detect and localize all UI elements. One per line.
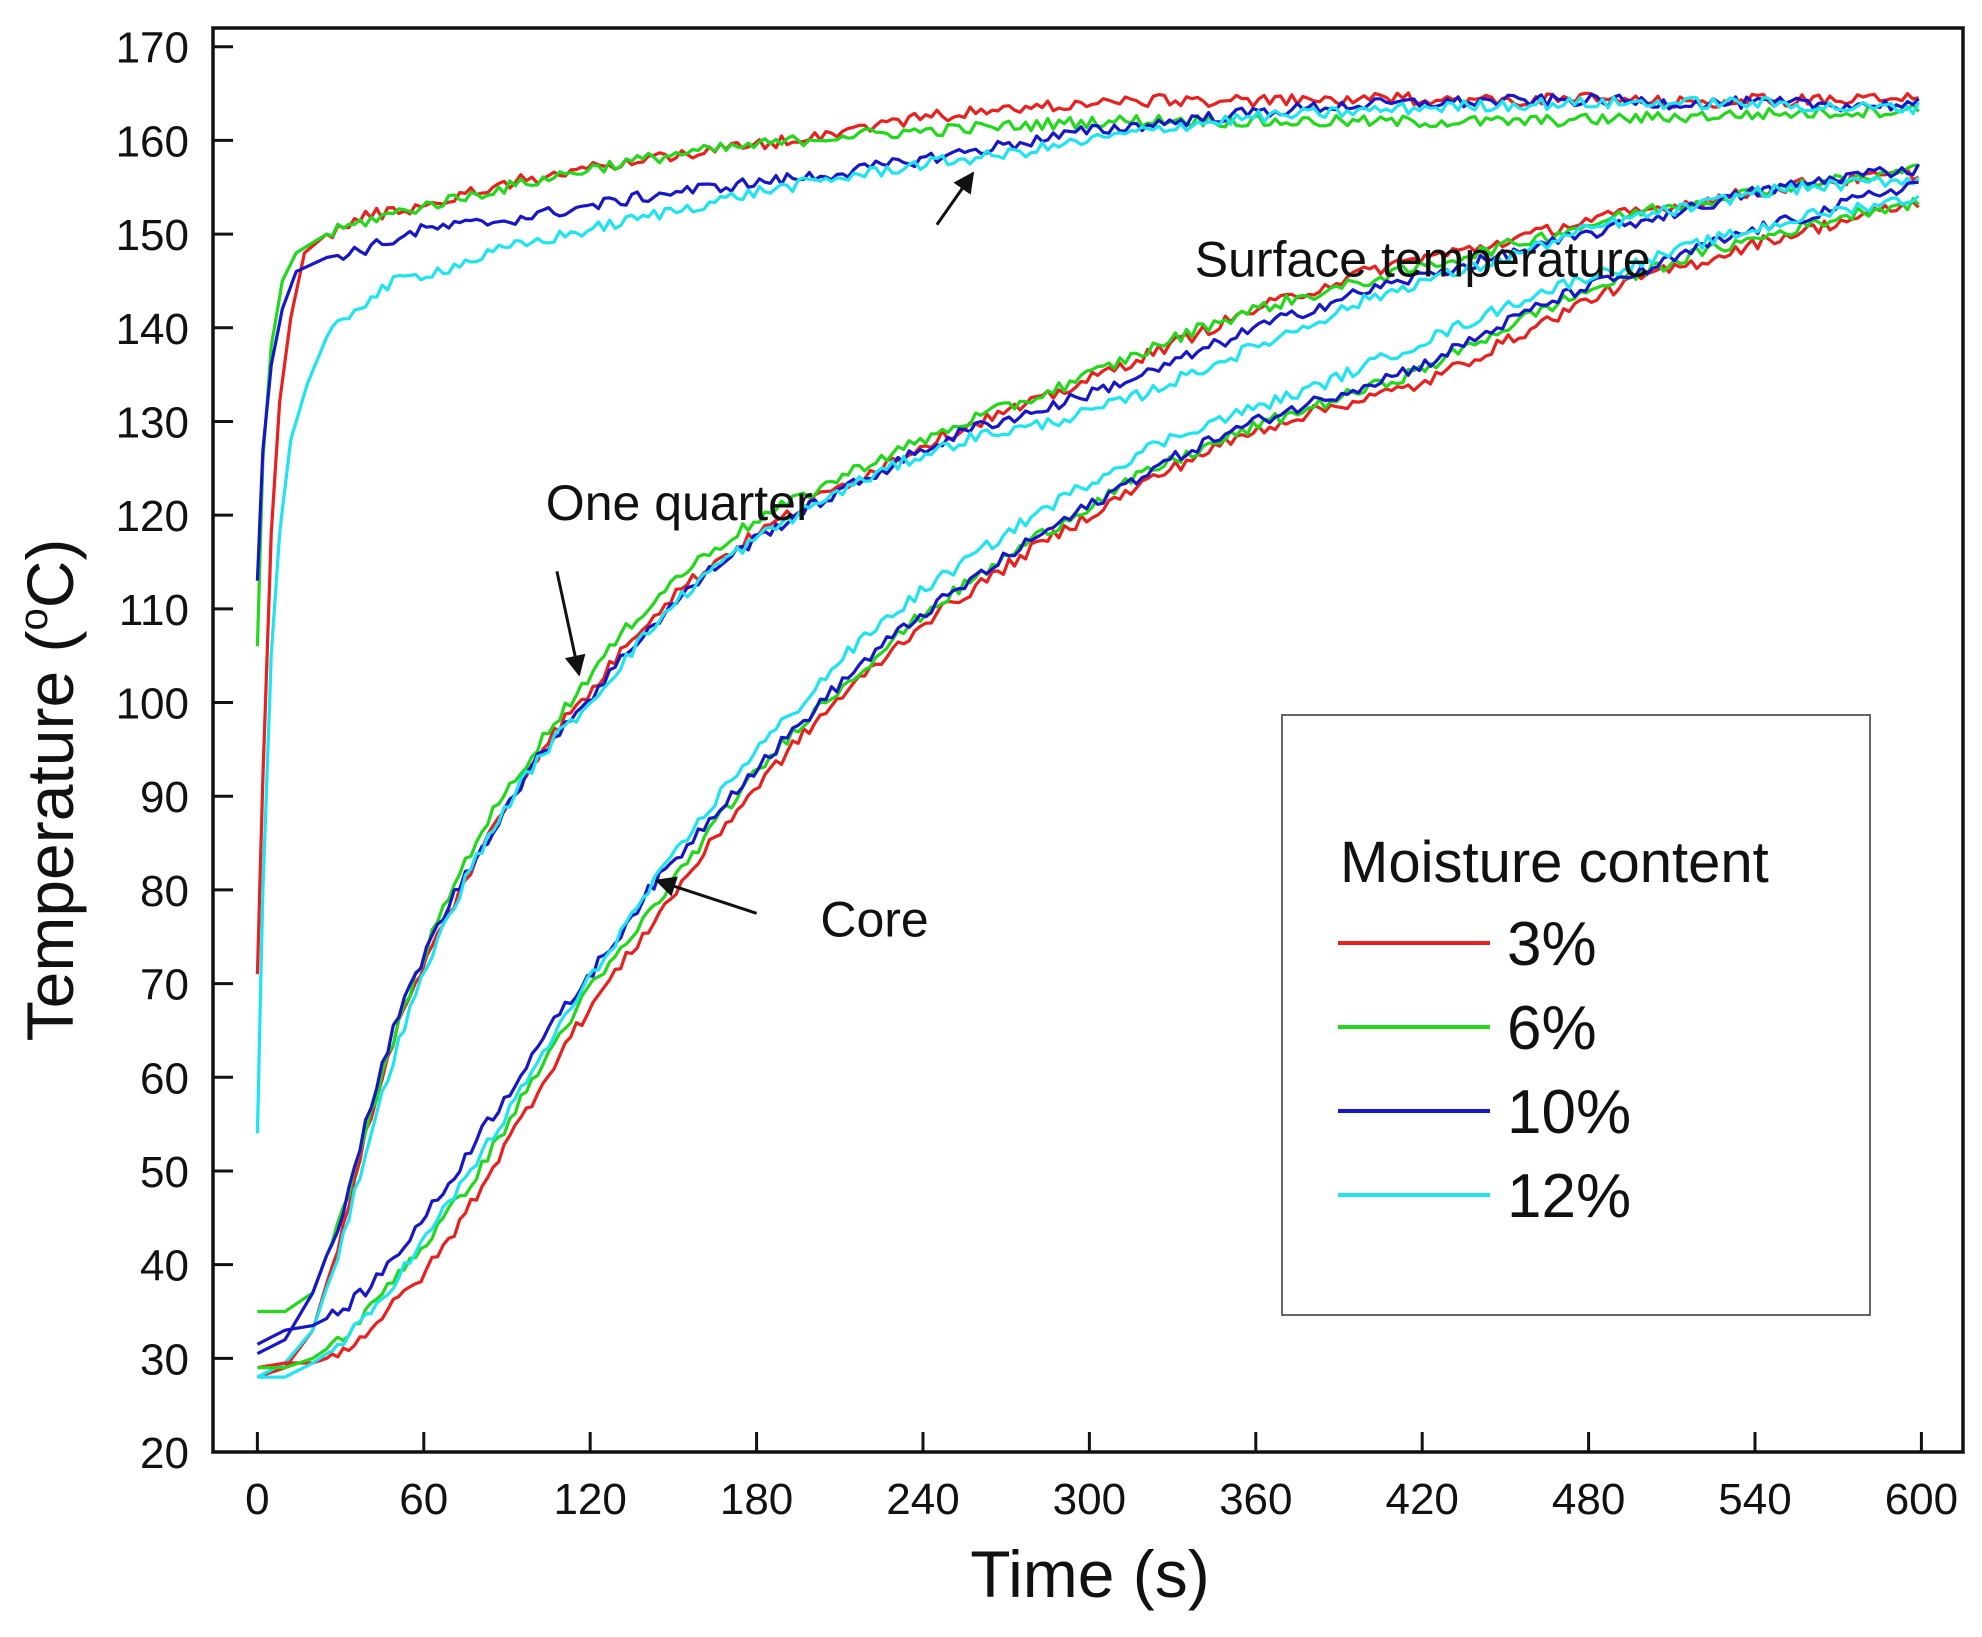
series-line-10pct-core — [256, 180, 1919, 1346]
x-tick-label: 540 — [1718, 1475, 1791, 1524]
y-tick-label: 140 — [116, 305, 189, 354]
y-tick-label: 60 — [140, 1054, 189, 1103]
y-tick-label: 50 — [140, 1148, 189, 1197]
y-tick-label: 70 — [140, 961, 189, 1010]
annotation-arrow-one-quarter — [555, 571, 586, 677]
annotation-one-quarter: One quarter — [546, 475, 813, 531]
y-tick-label: 100 — [116, 680, 189, 729]
x-tick-label: 480 — [1552, 1475, 1625, 1524]
annotation-surface-temperature: Surface temperature — [1195, 231, 1651, 287]
y-tick-label: 30 — [140, 1335, 189, 1384]
annotation-core: Core — [820, 892, 928, 948]
series-line-3pct-one-quarter — [256, 167, 1920, 1379]
y-tick-label: 40 — [140, 1242, 189, 1291]
x-tick-label: 120 — [553, 1475, 626, 1524]
series-line-10pct-one-quarter — [256, 163, 1921, 1356]
y-tick-label: 80 — [140, 867, 189, 916]
y-tick-label: 120 — [116, 492, 189, 541]
y-tick-label: 90 — [140, 773, 189, 822]
x-tick-label: 180 — [720, 1475, 793, 1524]
x-tick-label: 60 — [399, 1475, 448, 1524]
series-line-12pct-one-quarter — [256, 176, 1920, 1379]
plot-frame — [211, 26, 1965, 1454]
annotation-arrow-surface-temperature — [935, 171, 975, 226]
legend-label-10pct: 10% — [1507, 1078, 1631, 1147]
y-axis-ticks: 20 30 40 50 60 70 80 90 100 110 120 130 140 150 160 170 — [116, 24, 233, 1478]
y-tick-label: 130 — [116, 398, 189, 447]
x-tick-label: 420 — [1385, 1475, 1458, 1524]
x-tick-label: 0 — [245, 1475, 269, 1524]
y-axis-title-superscript: o — [12, 608, 56, 630]
series-line-12pct-core — [257, 194, 1920, 1379]
legend-box — [1281, 714, 1871, 1316]
y-axis-title-main: Temperature ( — [13, 631, 87, 1042]
legend-entries: 3% 6% 10% 12% — [1338, 910, 1631, 1231]
y-tick-label: 110 — [119, 586, 189, 635]
legend: Moisture content 3% 6% 10% 12% — [1281, 714, 1871, 1316]
y-tick-label: 160 — [116, 117, 189, 166]
y-tick-label: 150 — [116, 211, 189, 260]
x-axis-ticks: 0 60 120 180 240 300 360 420 480 540 600 — [245, 1432, 1958, 1524]
x-tick-label: 240 — [886, 1475, 959, 1524]
series-line-6pct-surface — [255, 103, 1920, 647]
legend-label-3pct: 3% — [1507, 910, 1597, 979]
y-axis-title-unit: C) — [13, 539, 87, 609]
y-axis-title: Temperature (oC) — [12, 539, 87, 1042]
x-axis-title: Time (s) — [970, 1537, 1210, 1611]
x-tick-label: 300 — [1053, 1475, 1126, 1524]
x-tick-label: 600 — [1885, 1475, 1958, 1524]
annotation-arrow-core — [654, 876, 758, 915]
series-line-12pct-surface — [255, 95, 1921, 1134]
x-tick-label: 360 — [1219, 1475, 1292, 1524]
annotation-layer: Surface temperature One quarter Core — [546, 171, 1651, 948]
series-layer — [255, 91, 1921, 1379]
y-tick-label: 170 — [116, 24, 189, 73]
y-tick-label: 20 — [140, 1429, 189, 1478]
legend-label-6pct: 6% — [1507, 994, 1597, 1063]
legend-label-12pct: 12% — [1507, 1162, 1631, 1231]
legend-title: Moisture content — [1340, 830, 1769, 895]
